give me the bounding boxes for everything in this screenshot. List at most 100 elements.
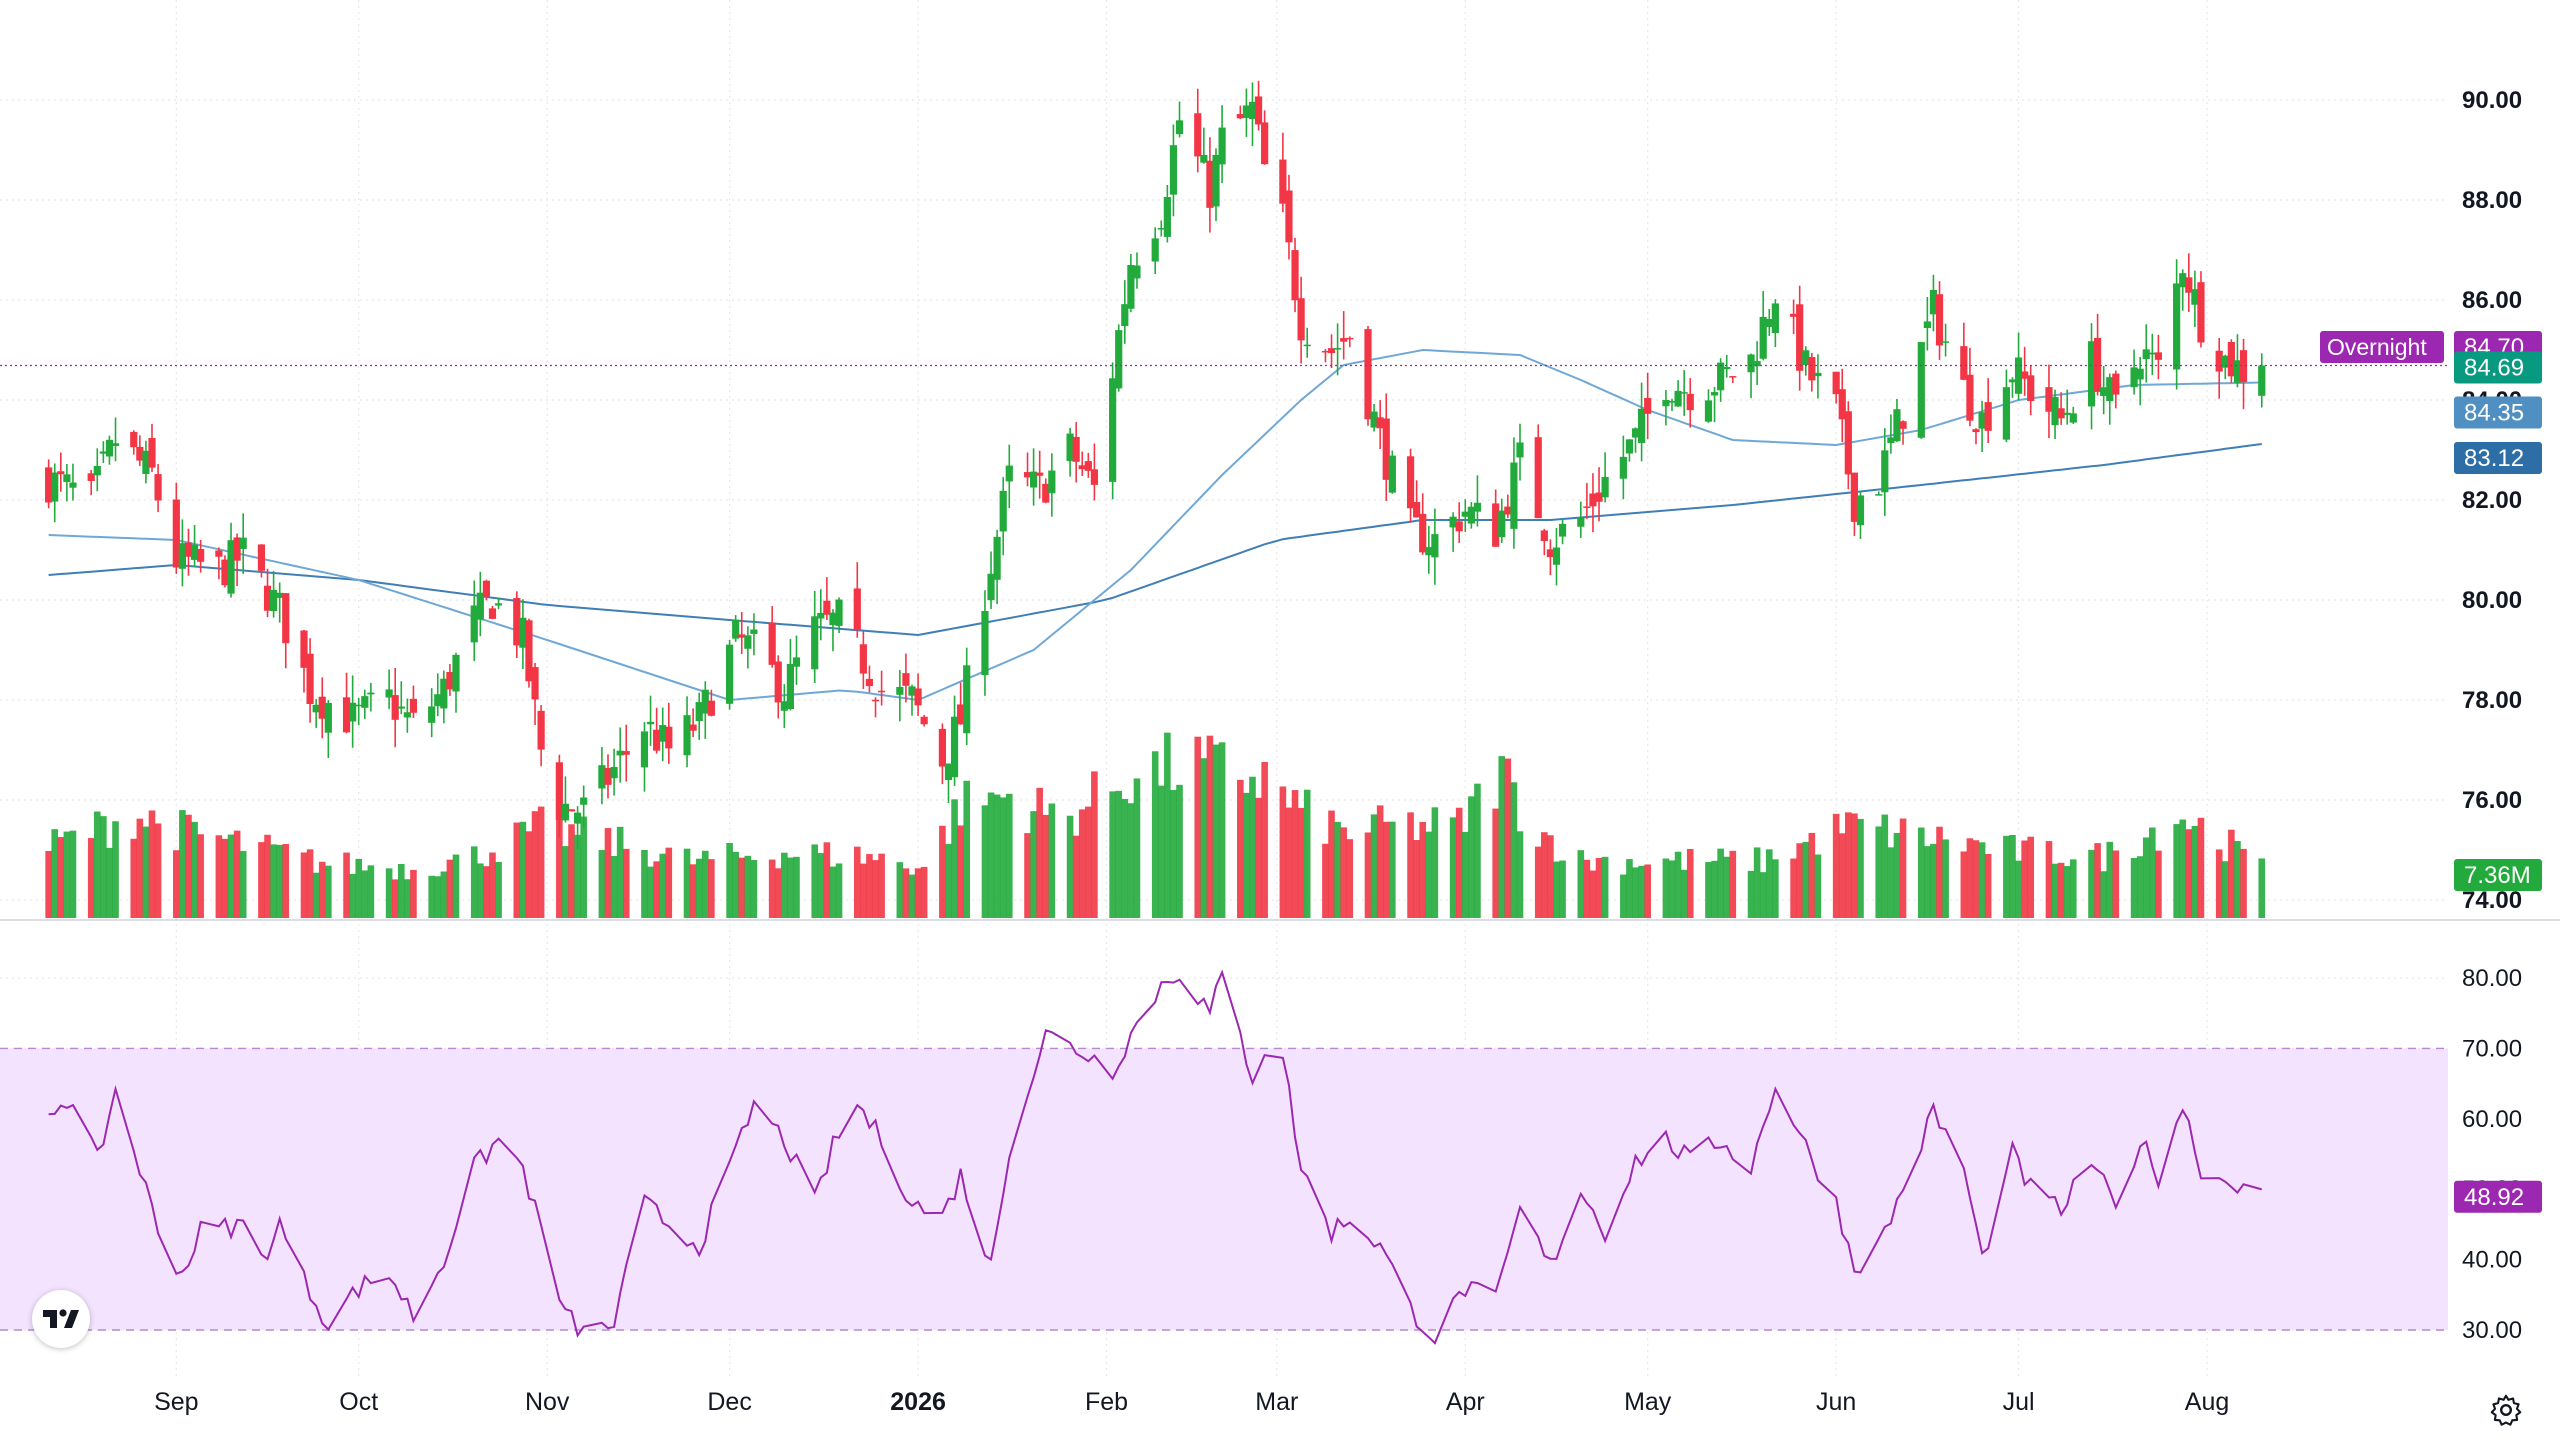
volume-bar [945,843,952,918]
volume-badge-value: 7.36M [2464,862,2531,889]
volume-bar [2063,866,2071,918]
volume-bar [1370,814,1378,918]
volume-bar [1419,821,1427,918]
volume-bar [1845,812,1852,918]
volume-bar [1717,848,1724,918]
volume-bar [1747,870,1755,918]
tradingview-logo-icon [43,1309,79,1328]
ma-50-badge: 84.35 [2454,396,2542,429]
candle-body [282,593,290,644]
candle-body [318,696,326,719]
volume-bar [112,821,119,918]
candle-body [1036,472,1044,476]
candle-body [1121,304,1129,327]
candle-body [1589,493,1597,507]
candle-body [1808,357,1816,381]
volume-bar [525,831,533,918]
candle-body [1388,455,1396,493]
volume-bar [1595,858,1603,918]
candle-body [914,688,922,706]
candle-body [2179,273,2187,288]
volume-bar [1680,869,1688,918]
rsi-badge: 48.92 [2454,1180,2542,1213]
candle-body [811,616,819,670]
price-axis: 90.0088.0086.0084.0082.0080.0078.0076.00… [2462,87,2522,914]
volume-bar [708,859,715,918]
volume-bar [1930,843,1937,918]
tradingview-logo[interactable] [32,1290,90,1348]
last-price-badge-value: 84.69 [2464,355,2524,382]
candle-body [172,499,180,568]
rsi-band [0,1047,2448,1331]
volume-bar [2173,824,2180,918]
candle-body [2112,373,2120,395]
candle-body [1346,337,1354,340]
volume-bar [349,873,356,918]
volume-bar [860,863,867,918]
candle-body [178,543,186,569]
candle-body [640,731,649,768]
candle-body [1984,402,1992,431]
volume-bar [866,854,873,918]
candle-body [2002,387,2010,440]
candle-body [215,550,223,557]
volume-bar [957,825,964,918]
candle-body [197,548,205,562]
candle-body [1619,456,1627,479]
candle-body [2130,367,2138,388]
rsi-line [48,969,2263,1345]
volume-bar [641,849,648,918]
candle-body [440,678,448,709]
volume-bar [1468,796,1475,918]
candle-body [531,667,539,700]
ma-200-badge: 83.12 [2454,442,2542,474]
volume-bar [768,859,776,918]
candle-body [701,689,709,714]
volume-bar [1382,821,1390,918]
volume-bar [1553,861,1560,918]
volume-bar [598,849,606,918]
candle-body [190,544,199,560]
gear-icon[interactable] [2488,1392,2524,1428]
volume-bar [817,853,825,918]
candle-body [1334,348,1342,350]
volume-bar [2069,859,2077,918]
volume-bar [2015,860,2022,918]
volume-bar [106,847,113,918]
price-axis-tick: 74.00 [2462,887,2522,914]
volume-bar [2240,848,2247,918]
ma-200-badge-bg [2454,442,2542,474]
candle-body [1212,154,1220,207]
volume-bar [1960,851,1968,918]
volume-bar [653,861,660,918]
candle-body [513,598,521,646]
candle-body [1382,418,1390,480]
volume-bar [1334,821,1341,918]
volume-bar [1729,850,1737,918]
candle-body [1200,154,1208,163]
volume-bar [744,855,752,918]
candle-body [111,443,120,446]
candle-body [878,690,886,693]
volume-bar [2130,857,2138,918]
volume-bar [148,810,156,918]
candle-body [221,559,229,586]
candle-body [871,699,880,702]
volume-bar [2149,827,2156,918]
candle-body [1710,392,1719,396]
candle-body [1856,495,1865,526]
candle-body [1540,530,1548,542]
volume-bar [1802,841,1810,918]
candle-body [829,612,837,626]
candle-body [69,482,77,488]
volume-bar [987,792,995,918]
volume-bar [556,816,563,918]
volume-bar [1814,854,1822,918]
candle-body [1850,472,1858,522]
candle-body [488,608,497,619]
date-axis-tick: Apr [1446,1388,1485,1416]
volume-bar [318,861,326,918]
volume-bar [1899,818,1907,918]
